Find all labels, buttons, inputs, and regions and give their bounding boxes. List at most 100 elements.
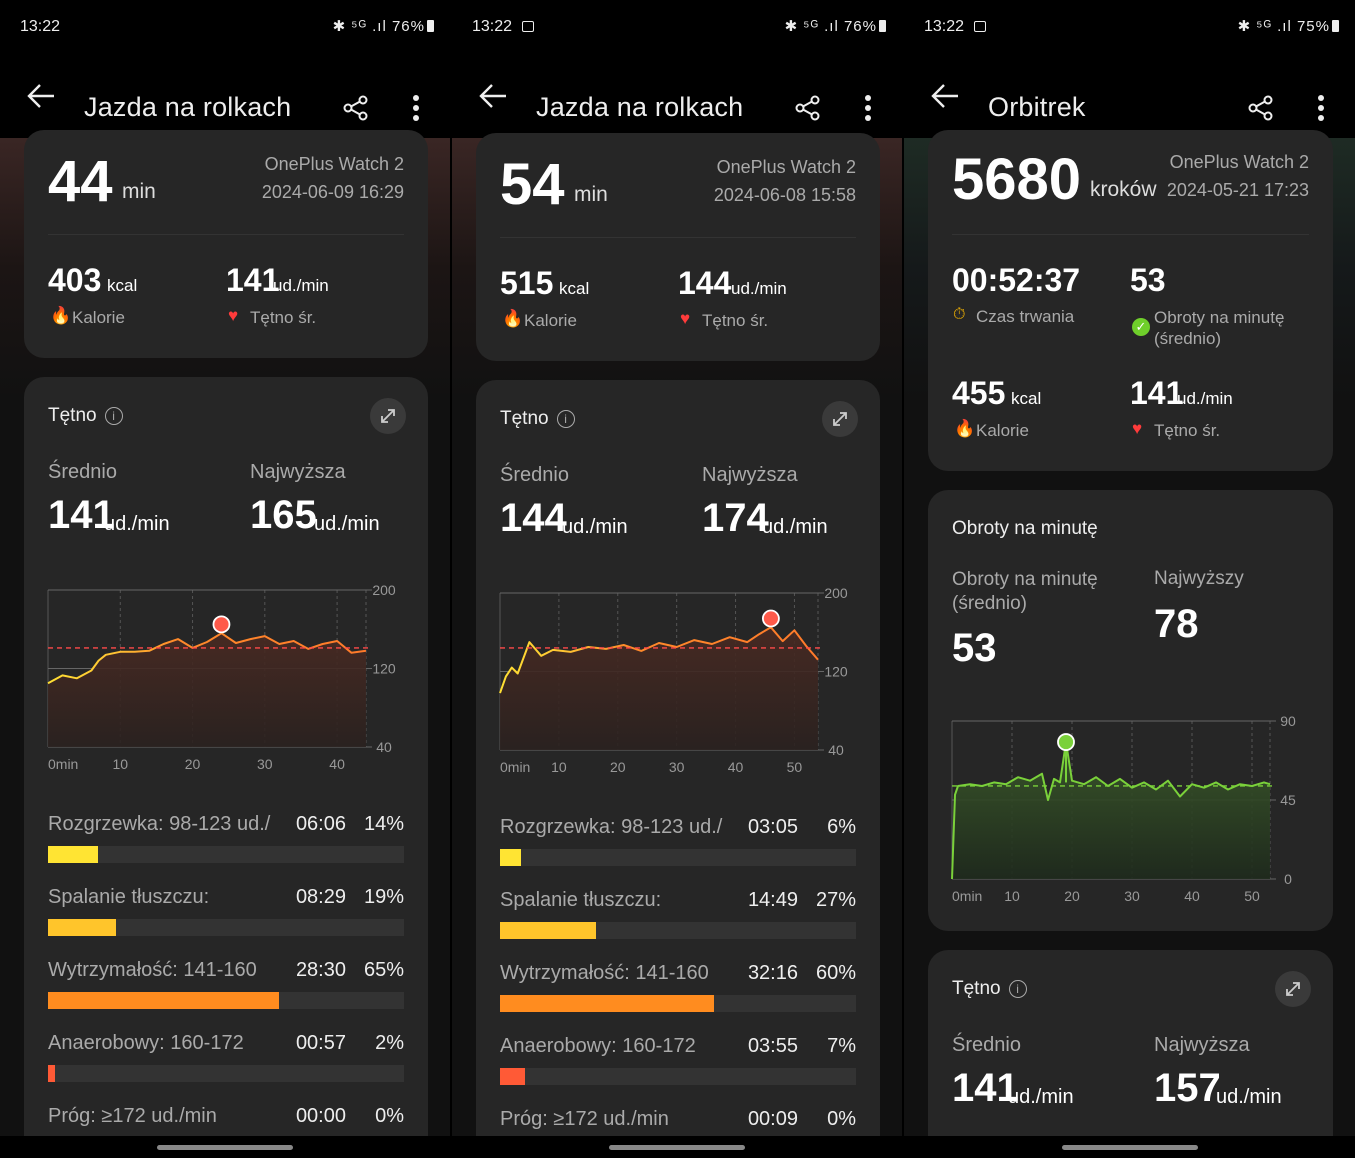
heart-rate-card: Tętno i Średnio 141 ud./min Najwyższa 157… [928,950,1333,1158]
avg-hr-value: 141 [1130,375,1184,411]
x-tick-label: 30 [1124,888,1140,904]
zone-percent: 19% [363,886,404,908]
more-options-icon[interactable] [1317,94,1325,122]
avg-hr-label: Tętno śr. [250,308,317,327]
avg-rpm-label: Obroty na minutę (średnio) [1154,308,1285,348]
heart-rate-chart: 0min 10 20 30 40 50 200 120 40 [499,585,848,775]
page-title: Orbitrek [988,92,1086,122]
x-tick-label: 30 [257,756,273,772]
hr-avg-unit: ud./min [562,516,628,538]
flame-icon: 🔥 [50,306,72,325]
gallery-icon [522,21,534,32]
zone-label: Próg: ≥172 ud./min [48,1105,217,1127]
x-tick-label: 50 [787,759,803,775]
hr-zone-row: Spalanie tłuszczu: 08:29 19% [48,886,404,946]
flame-icon: 🔥 [502,309,524,328]
expand-button[interactable] [1275,971,1311,1007]
zone-bar-track [48,1065,404,1082]
share-icon[interactable] [1247,94,1275,122]
info-icon[interactable]: i [1008,980,1027,998]
back-arrow-icon[interactable] [478,82,508,110]
avg-hr-unit: ud./min [731,279,787,298]
avg-hr-value: 141 [226,262,280,298]
hr-card-title: Tętno i [500,408,575,430]
hr-avg-value: 141 [48,493,115,537]
zone-bar-fill [500,849,522,866]
y-tick-label: 200 [824,585,848,601]
zone-time: 08:29 [295,886,346,908]
hr-avg-unit: ud./min [104,513,170,535]
status-time: 13:22 [472,18,513,35]
home-indicator[interactable] [157,1145,293,1150]
zone-bar-track [500,849,856,866]
more-options-icon[interactable] [412,94,420,122]
back-arrow-icon[interactable] [26,82,56,110]
app-bar: Jazda na rolkach [0,54,450,138]
x-tick-label: 50 [1244,888,1260,904]
screen-elliptical: 13:22 ✱ ⁵ᴳ .ıl 75% Orbitrek 5680 kroków … [904,0,1355,1158]
calories-label: Kalorie [976,421,1029,440]
zone-time: 00:00 [295,1105,346,1127]
duration-unit: min [122,180,156,203]
page-title: Jazda na rolkach [84,92,292,122]
y-tick-label: 200 [372,582,396,598]
battery-icon [427,20,434,32]
rpm-avg-value: 53 [952,626,997,670]
x-tick-label: 0min [500,759,530,775]
app-bar: Orbitrek [904,54,1355,138]
page-title: Jazda na rolkach [536,92,744,122]
share-icon[interactable] [794,94,822,122]
calories-label: Kalorie [524,311,577,330]
device-name: OnePlus Watch 2 [1169,152,1309,172]
expand-icon [381,409,395,423]
back-arrow-icon[interactable] [930,82,960,110]
workout-datetime: 2024-05-21 17:23 [1166,180,1309,200]
peak-marker [1057,733,1075,751]
home-indicator[interactable] [609,1145,745,1150]
duration-value: 54 [500,152,565,217]
peak-marker [212,615,231,634]
expand-button[interactable] [370,398,406,434]
rpm-card: Obroty na minutę Obroty na minutę (średn… [928,490,1333,931]
rpm-max-label: Najwyższy [1154,568,1244,589]
status-time: 13:22 [20,18,61,35]
zone-bar-track [48,846,404,863]
calories-value: 515 [500,265,554,301]
calories-value: 403 [48,262,102,298]
summary-card: 44 min OnePlus Watch 2 2024-06-09 16:29 … [24,130,428,358]
hr-zone-row: Rozgrzewka: 98-123 ud./ 03:05 6% [500,816,856,876]
zone-bar-track [48,919,404,936]
calories-value: 455 [952,375,1006,411]
heart-rate-card: Tętno i Średnio 141 ud./min Najwyższa 165… [24,377,428,1158]
y-tick-label: 0 [1284,871,1292,887]
battery-icon [879,20,886,32]
duration-label: Czas trwania [976,307,1075,326]
x-tick-label: 20 [185,756,201,772]
status-time: 13:22 [924,18,965,35]
y-tick-label: 120 [824,664,848,680]
info-icon[interactable]: i [556,410,575,428]
zone-bar-track [500,1068,856,1085]
duration-value: 44 [48,149,113,214]
rpm-card-title: Obroty na minutę [952,518,1098,539]
x-tick-label: 20 [610,759,626,775]
home-indicator[interactable] [1061,1145,1198,1150]
info-icon[interactable]: i [104,407,123,425]
share-icon[interactable] [342,94,370,122]
screen-roller-skating-1: 13:22 ✱ ⁵ᴳ .ıl 76% Jazda na rolkach 44 m… [0,0,450,1158]
zone-percent: 2% [375,1032,404,1054]
zone-bar-fill [48,992,280,1009]
hr-avg-label: Średnio [500,464,569,486]
status-icons: ✱ ⁵ᴳ .ıl 76% [333,17,434,35]
hr-max-value: 165 [250,493,317,537]
steps-value: 5680 [952,147,1082,212]
avg-hr-unit: ud./min [1177,389,1233,408]
rpm-max-value: 78 [1154,602,1199,646]
zone-percent: 6% [827,816,856,838]
device-name: OnePlus Watch 2 [264,154,404,174]
more-options-icon[interactable] [864,94,872,122]
x-tick-label: 10 [1004,888,1020,904]
expand-button[interactable] [822,401,858,437]
screen-roller-skating-2: 13:22 ✱ ⁵ᴳ .ıl 76% Jazda na rolkach 54 m… [452,0,902,1158]
status-icons: ✱ ⁵ᴳ .ıl 75% [1238,17,1339,35]
